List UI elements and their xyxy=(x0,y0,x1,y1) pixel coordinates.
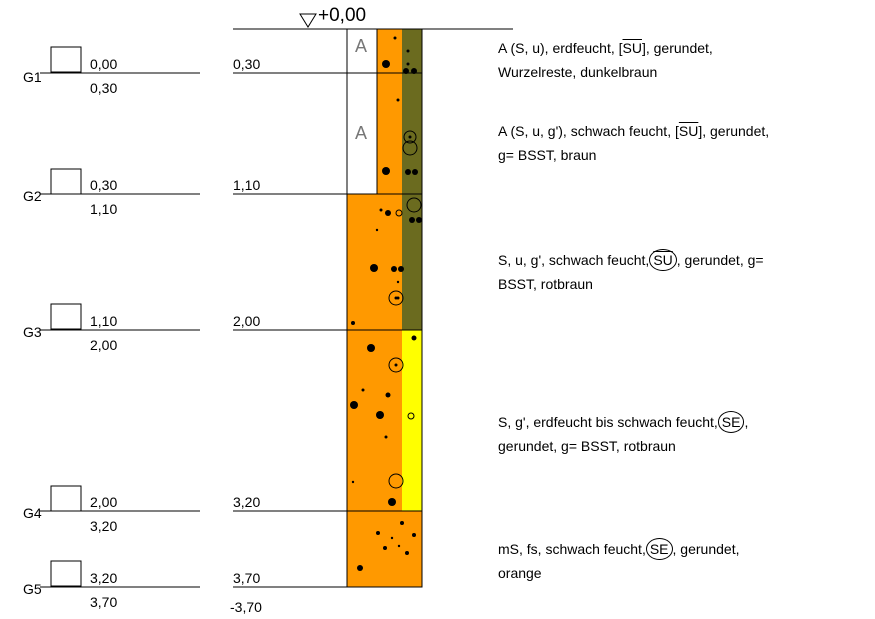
sample-box-g4 xyxy=(50,485,82,512)
depth-mark-5: 3,70 xyxy=(233,570,261,586)
desc-text: ], gerundet, xyxy=(641,40,713,56)
layer-description-4: S, g', erdfeucht bis schwach feucht, SE, … xyxy=(498,410,868,458)
sample-bottom-g5: 3,70 xyxy=(90,594,118,610)
layer-symbol-a1: A xyxy=(355,36,368,56)
layer-1-olive xyxy=(402,29,422,73)
desc-text: ], gerundet, xyxy=(698,123,770,139)
soil-symbols xyxy=(350,36,422,571)
sample-bottom-g4: 3,20 xyxy=(90,518,118,534)
depth-mark-3: 2,00 xyxy=(233,313,261,329)
sample-id-g1: G1 xyxy=(23,69,42,85)
layer-4-yellow xyxy=(402,330,422,511)
depth-mark-4: 3,20 xyxy=(233,494,261,510)
layer-1-orange xyxy=(377,29,402,73)
desc-text: BSST, rotbraun xyxy=(498,276,593,292)
soil-group-symbol: SU xyxy=(678,123,699,139)
sample-top-g4: 2,00 xyxy=(90,494,118,510)
sample-id-g2: G2 xyxy=(23,188,42,204)
desc-text: , gerundet, xyxy=(672,541,740,557)
layer-description-2: A (S, u, g'), schwach feucht, [SU], geru… xyxy=(498,119,868,167)
desc-text: gerundet, g= BSST, rotbraun xyxy=(498,438,676,454)
desc-text: , gerundet, g= xyxy=(676,252,764,268)
layer-2-orange xyxy=(377,73,402,194)
depth-mark-2: 1,10 xyxy=(233,177,261,193)
layer-4-orange xyxy=(347,330,402,511)
bottom-depth-label: -3,70 xyxy=(230,599,262,615)
desc-text: mS, fs, schwach feucht, xyxy=(498,541,646,557)
layer-description-1: A (S, u), erdfeucht, [SU], gerundet, Wur… xyxy=(498,36,868,84)
depth-mark-1: 0,30 xyxy=(233,56,261,72)
layer-description-3: S, u, g', schwach feucht, SU, gerundet, g… xyxy=(498,248,868,296)
sample-bottom-g1: 0,30 xyxy=(90,80,118,96)
sample-id-g4: G4 xyxy=(23,505,42,521)
soil-circles xyxy=(388,130,422,489)
layer-2-olive xyxy=(402,73,422,194)
sample-top-g1: 0,00 xyxy=(90,56,118,72)
sample-top-g5: 3,20 xyxy=(90,570,118,586)
sample-box-g2 xyxy=(50,168,82,195)
sample-box-g3 xyxy=(50,303,82,330)
layer-3-orange xyxy=(347,194,402,330)
desc-text: A (S, u, g'), schwach feucht, [ xyxy=(498,123,679,139)
datum-label: +0,00 xyxy=(318,5,367,26)
soil-group-symbol: SE xyxy=(717,411,745,433)
datum-triangle-icon xyxy=(299,13,317,28)
layer-description-5: mS, fs, schwach feucht, SE, gerundet, ora… xyxy=(498,537,868,585)
desc-text: S, g', erdfeucht bis schwach feucht, xyxy=(498,414,718,430)
soil-group-symbol-text: SU xyxy=(653,252,673,268)
desc-text: Wurzelreste, dunkelbraun xyxy=(498,64,658,80)
sample-bottom-g3: 2,00 xyxy=(90,337,118,353)
sample-id-g3: G3 xyxy=(23,324,42,340)
layer-1-fill xyxy=(346,28,378,74)
soil-group-symbol: SE xyxy=(645,538,673,560)
soil-group-symbol: SU xyxy=(649,249,677,271)
sample-box-g5 xyxy=(50,560,82,587)
desc-text: S, u, g', schwach feucht, xyxy=(498,252,650,268)
layer-3-olive xyxy=(402,194,422,330)
layer-2-fill xyxy=(346,72,378,195)
sample-box-g1 xyxy=(50,46,82,73)
layer-symbol-a2: A xyxy=(355,123,368,143)
desc-text: A (S, u), erdfeucht, [ xyxy=(498,40,623,56)
column-outline xyxy=(346,28,423,588)
desc-text: orange xyxy=(498,565,542,581)
desc-text: g= BSST, braun xyxy=(498,147,597,163)
sample-top-g3: 1,10 xyxy=(90,313,118,329)
soil-group-symbol: SU xyxy=(622,40,642,56)
sample-top-g2: 0,30 xyxy=(90,177,118,193)
soil-circle-centers xyxy=(394,135,412,367)
sample-id-g5: G5 xyxy=(23,581,42,597)
desc-text: , xyxy=(744,414,749,430)
sample-bottom-g2: 1,10 xyxy=(90,201,118,217)
